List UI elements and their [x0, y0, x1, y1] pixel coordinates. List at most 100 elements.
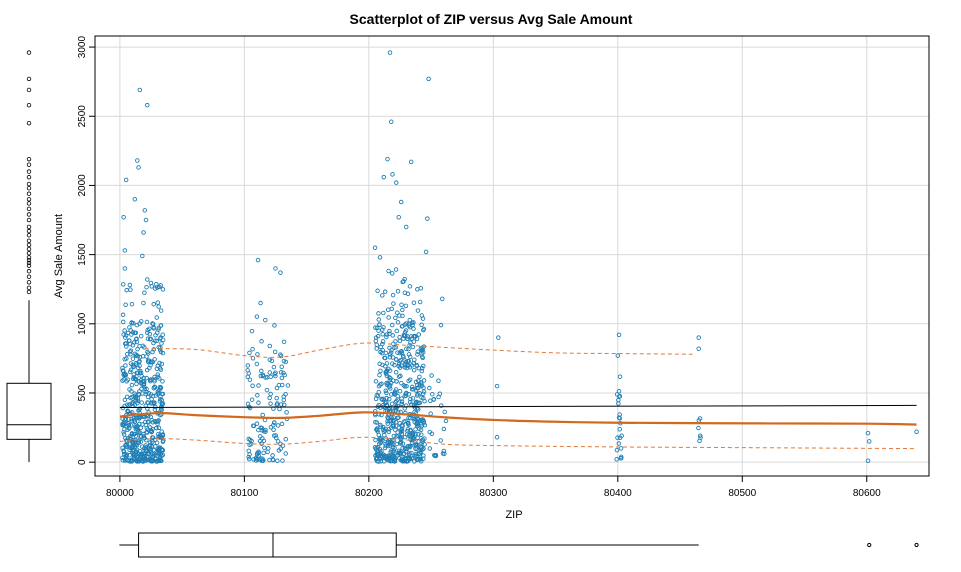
data-point [145, 400, 150, 405]
y-boxplot-outlier [26, 285, 32, 291]
data-point [146, 391, 152, 396]
data-point [124, 438, 130, 444]
data-point [160, 439, 166, 445]
data-point [267, 357, 273, 362]
data-point [376, 432, 382, 438]
data-point [391, 301, 396, 306]
data-point [377, 322, 382, 328]
data-point [157, 376, 162, 381]
data-point [140, 458, 146, 464]
data-point [416, 332, 422, 337]
data-point [387, 439, 393, 445]
x-tick-label: 80000 [106, 488, 134, 499]
data-point [142, 414, 147, 420]
data-point [278, 270, 283, 275]
y-boxplot-outlier [26, 224, 32, 230]
data-point [441, 448, 447, 454]
data-point [160, 332, 165, 338]
data-point [408, 396, 413, 402]
data-point [157, 336, 163, 341]
data-point [140, 391, 145, 396]
data-point [399, 423, 404, 428]
data-point [427, 385, 432, 391]
data-point [399, 401, 404, 407]
data-point [128, 423, 134, 428]
data-point [268, 391, 273, 397]
data-point [159, 453, 164, 459]
data-point [386, 315, 391, 320]
data-point [127, 402, 132, 407]
data-point [271, 364, 277, 370]
data-point [259, 368, 264, 374]
data-point [158, 367, 164, 372]
data-point [133, 426, 139, 432]
data-point [442, 451, 447, 457]
data-point [395, 430, 400, 435]
data-point [137, 343, 142, 349]
data-point [385, 415, 390, 420]
data-point [150, 349, 155, 355]
data-point [415, 349, 421, 354]
data-point [127, 452, 132, 458]
data-point [382, 445, 388, 451]
data-point [246, 454, 251, 460]
data-point [272, 323, 277, 328]
data-point [374, 346, 379, 351]
data-point [129, 401, 135, 406]
data-point [122, 458, 128, 463]
data-point [389, 452, 395, 458]
data-point [403, 224, 409, 230]
data-point [616, 441, 622, 446]
data-point [133, 353, 139, 358]
data-point [406, 352, 412, 357]
data-point [137, 406, 143, 411]
data-point [155, 391, 160, 397]
data-point [279, 364, 285, 370]
data-point [149, 396, 154, 402]
y-boxplot-outlier [26, 246, 32, 252]
data-point [400, 279, 405, 285]
data-point [409, 440, 415, 445]
x-marginal-boxplot [119, 532, 919, 558]
data-point [124, 287, 129, 293]
data-point [127, 282, 133, 288]
data-point [143, 217, 149, 223]
data-point [397, 350, 403, 356]
x-tick-label: 80100 [230, 488, 258, 499]
data-point [410, 430, 415, 436]
data-point [389, 322, 395, 328]
data-point [284, 410, 289, 415]
data-point [389, 448, 394, 453]
data-point [374, 420, 380, 425]
x-boxplot-outlier [914, 542, 919, 548]
data-point [136, 451, 142, 457]
data-point [159, 361, 165, 367]
data-point [122, 357, 127, 362]
data-point [258, 456, 263, 461]
y-tick-label: 2500 [77, 105, 88, 128]
data-point [380, 362, 385, 368]
x-axis-title: ZIP [505, 509, 522, 521]
data-point [130, 356, 136, 361]
data-point [617, 412, 622, 417]
data-point [390, 355, 396, 360]
data-point [373, 325, 378, 330]
data-point [147, 331, 153, 337]
data-point [399, 350, 405, 356]
data-point [418, 459, 424, 464]
data-point [138, 439, 143, 444]
data-point [399, 399, 405, 404]
data-point [415, 287, 420, 292]
data-point [134, 362, 139, 367]
data-point [399, 428, 405, 434]
y-boxplot-outlier [26, 76, 32, 82]
data-point [160, 379, 165, 384]
data-point [255, 352, 260, 357]
y-boxplot-outlier [26, 191, 32, 196]
data-point [383, 370, 389, 375]
data-point [384, 361, 390, 366]
data-point [121, 448, 126, 453]
data-point [260, 436, 265, 441]
data-point [150, 439, 155, 444]
